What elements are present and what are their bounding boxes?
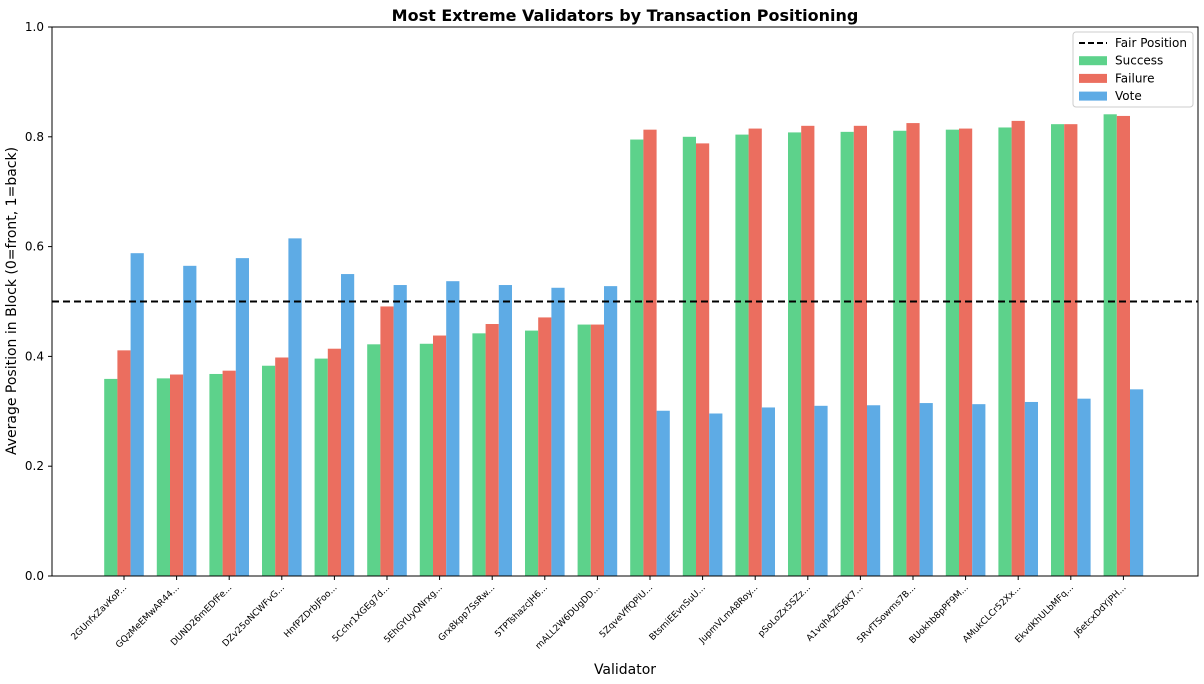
legend-label-vote: Vote — [1115, 89, 1142, 103]
bar-failure-2 — [222, 370, 236, 576]
y-axis-label: Average Position in Block (0=front, 1=ba… — [4, 147, 20, 455]
bar-success-16 — [945, 129, 959, 576]
bar-failure-4 — [327, 348, 341, 576]
bar-vote-6 — [446, 281, 460, 576]
bar-success-8 — [525, 330, 539, 576]
x-tick-label-11: BtsmiEEvnSuU... — [648, 583, 708, 643]
bar-success-14 — [840, 131, 854, 577]
bar-vote-7 — [498, 285, 512, 576]
bar-vote-0 — [130, 253, 144, 576]
bar-success-0 — [104, 378, 118, 576]
x-tick-label-15: 5RvfTSowms7B... — [856, 583, 919, 646]
x-tick-label-10: 5ZqveVffQPiU... — [598, 583, 655, 640]
bar-failure-16 — [959, 128, 973, 576]
x-tick-label-0: 2GUnfxZavKoP... — [70, 583, 129, 642]
x-tick-label-6: 5EhGYUyQNrxg... — [383, 583, 445, 645]
bar-vote-10 — [656, 410, 670, 576]
y-tick-label-2: 0.4 — [25, 349, 44, 363]
bar-failure-7 — [485, 324, 499, 576]
x-tick-label-18: EkvdKhULbMFq... — [1014, 583, 1076, 645]
bar-vote-4 — [341, 274, 355, 576]
bar-failure-18 — [1064, 124, 1078, 577]
y-tick-label-1: 0.2 — [25, 459, 44, 473]
bar-success-4 — [314, 358, 328, 576]
x-tick-label-13: pSoLoZx5SZz... — [757, 583, 813, 639]
bar-success-18 — [1051, 124, 1065, 577]
x-tick-label-12: JupmVLmA8Roy... — [697, 583, 760, 646]
y-tick-label-5: 1.0 — [25, 20, 44, 34]
bar-success-19 — [1103, 114, 1117, 576]
x-tick-label-4: HnfPZDrbJFoo... — [283, 583, 340, 640]
bar-vote-9 — [604, 286, 618, 576]
x-tick-label-17: AMukCLCr52Xx... — [961, 583, 1023, 645]
bar-failure-3 — [275, 357, 289, 576]
bar-failure-8 — [538, 317, 552, 576]
bar-vote-8 — [551, 287, 565, 576]
bar-failure-19 — [1116, 115, 1130, 576]
bar-success-10 — [630, 139, 644, 577]
bar-vote-14 — [867, 405, 881, 576]
bar-vote-1 — [183, 265, 197, 576]
plot-frame — [51, 26, 1199, 577]
y-tick-label-3: 0.6 — [25, 240, 44, 254]
y-tick-label-4: 0.8 — [25, 130, 44, 144]
bar-failure-1 — [170, 374, 184, 576]
bar-failure-15 — [906, 123, 920, 576]
bar-failure-17 — [1011, 120, 1025, 576]
bar-failure-9 — [590, 324, 604, 576]
bar-success-12 — [735, 134, 749, 576]
bar-success-2 — [209, 373, 223, 576]
bar-vote-11 — [709, 413, 723, 576]
bar-success-9 — [577, 324, 591, 576]
bar-failure-12 — [748, 128, 762, 576]
bar-success-15 — [893, 130, 907, 576]
bar-success-11 — [682, 136, 696, 577]
legend-swatch-vote — [1079, 91, 1107, 101]
plot-area: 0.00.20.40.60.81.02GUnfxZavKoP...GQzMeEM… — [25, 20, 1199, 652]
legend-swatch-failure — [1079, 73, 1107, 83]
bar-success-17 — [998, 127, 1012, 576]
x-tick-label-16: BUokhb8pPF9M... — [908, 583, 971, 646]
bar-success-3 — [262, 365, 276, 576]
legend-label-success: Success — [1115, 54, 1163, 68]
x-tick-label-14: A1vqhAZfS6K7... — [805, 583, 866, 644]
bar-failure-0 — [117, 350, 131, 576]
bar-failure-13 — [801, 125, 815, 576]
bar-vote-2 — [235, 258, 249, 576]
bar-vote-12 — [761, 407, 775, 576]
chart-title: Most Extreme Validators by Transaction P… — [392, 6, 859, 25]
bar-success-1 — [156, 378, 170, 576]
bar-success-6 — [419, 343, 433, 576]
bar-failure-14 — [853, 125, 867, 576]
bar-vote-16 — [972, 404, 986, 576]
bar-vote-13 — [814, 405, 828, 576]
x-tick-label-7: Grx8kpp7SsRw... — [437, 583, 498, 644]
bar-vote-3 — [288, 238, 302, 576]
x-axis-label: Validator — [594, 662, 656, 678]
bar-vote-18 — [1077, 398, 1091, 576]
legend-label-fair-position: Fair Position — [1115, 36, 1187, 50]
x-tick-label-19: J6etcxDdYjPH... — [1072, 583, 1129, 640]
x-tick-label-8: 5TPTshazcJH6... — [493, 583, 550, 640]
legend-swatch-success — [1079, 56, 1107, 66]
bar-failure-11 — [696, 143, 710, 576]
bar-success-13 — [788, 132, 802, 576]
y-tick-label-0: 0.0 — [25, 569, 44, 583]
bar-failure-10 — [643, 129, 657, 576]
x-tick-label-5: 5Cchr1XGEg7d... — [331, 583, 392, 644]
bar-success-7 — [472, 333, 486, 576]
legend-box — [1072, 31, 1194, 108]
bar-failure-5 — [380, 306, 394, 576]
legend-label-failure: Failure — [1115, 71, 1154, 85]
bar-vote-17 — [1024, 401, 1038, 576]
bar-vote-5 — [393, 285, 407, 576]
bar-vote-19 — [1130, 389, 1144, 576]
bar-vote-15 — [919, 403, 933, 576]
bar-failure-6 — [433, 335, 447, 576]
chart-legend: Fair Position Success Failure Vote — [1072, 31, 1194, 108]
bar-success-5 — [367, 344, 381, 576]
